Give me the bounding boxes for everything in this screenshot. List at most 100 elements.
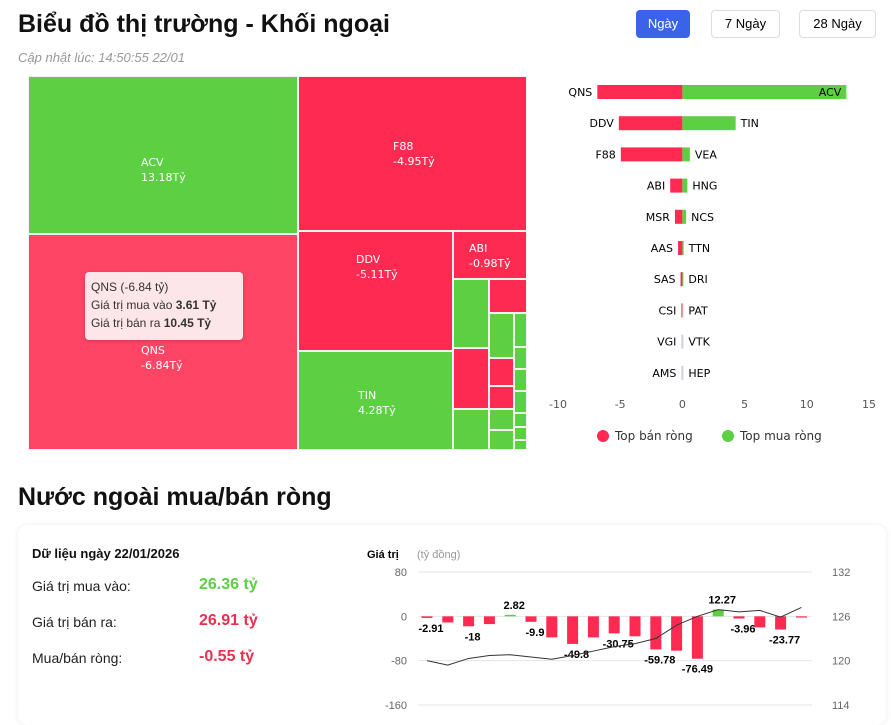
treemap-cell[interactable] xyxy=(514,413,527,427)
range-28day-button[interactable]: 28 Ngày xyxy=(799,10,876,38)
value-bar xyxy=(733,616,745,619)
treemap-tooltip: QNS (-6.84 tỷ) Giá trị mua vào 3.61 Tỷ G… xyxy=(85,272,243,340)
treemap-cell[interactable] xyxy=(453,348,489,409)
treemap-cell-f88[interactable]: F88 -4.95Tỷ xyxy=(298,76,527,231)
buy-label: ACV xyxy=(819,86,842,99)
sell-bar xyxy=(680,272,683,287)
treemap-cell[interactable] xyxy=(489,386,514,409)
value-bar xyxy=(671,616,683,651)
value-bar xyxy=(629,616,641,637)
buy-label: NCS xyxy=(691,211,714,224)
treemap-cell-acv[interactable]: ACV 13.18Tỷ xyxy=(28,76,298,234)
updated-time: Cập nhật lúc: 14:50:55 22/01 xyxy=(18,50,185,65)
bar-label: 2.82 xyxy=(503,600,524,612)
sell-label: SAS xyxy=(654,273,676,286)
range-day-button[interactable]: Ngày xyxy=(636,10,690,38)
price-line xyxy=(426,607,802,666)
buy-bar xyxy=(682,209,687,224)
treemap-cell-tin[interactable]: TIN 4.28Tỷ xyxy=(298,351,453,450)
value-bar xyxy=(795,616,807,618)
sell-value: 26.91 tỷ xyxy=(199,612,258,629)
cell-name: QNS xyxy=(141,344,165,357)
y-tick: -80 xyxy=(391,656,407,668)
treemap-cell[interactable] xyxy=(514,427,527,440)
treemap-cell[interactable] xyxy=(489,279,527,313)
buy-label: PAT xyxy=(688,304,708,317)
treemap-cell-qns[interactable]: QNS -6.84Tỷ xyxy=(28,234,298,450)
value-bar xyxy=(775,616,787,630)
sell-label: F88 xyxy=(595,148,615,161)
buy-label: TIN xyxy=(740,117,759,130)
value-bar xyxy=(504,614,516,617)
sell-label: AAS xyxy=(651,242,673,255)
tooltip-sell-label: Giá trị bán ra xyxy=(91,316,161,330)
x-tick: 10 xyxy=(800,398,814,411)
cell-name: F88 xyxy=(393,140,414,153)
x-tick: 5 xyxy=(741,398,748,411)
treemap-cell[interactable] xyxy=(489,313,514,358)
y2-tick: 126 xyxy=(832,611,850,623)
bar-label: -9.9 xyxy=(526,627,545,639)
treemap-cell[interactable] xyxy=(489,358,514,386)
value-bar xyxy=(650,616,662,650)
treemap-cell[interactable] xyxy=(514,347,527,369)
range-7day-button[interactable]: 7 Ngày xyxy=(711,10,780,38)
sell-label: DDV xyxy=(590,117,615,130)
buy-label: VTK xyxy=(688,336,710,349)
buy-label: Giá trị mua vào: xyxy=(32,578,131,594)
bar-label: -59.78 xyxy=(644,654,675,666)
sell-bar xyxy=(670,178,683,193)
buy-bar xyxy=(682,178,688,193)
treemap-cell[interactable] xyxy=(514,313,527,347)
bar-label: -2.91 xyxy=(418,623,443,635)
sell-bar xyxy=(674,209,683,224)
buy-bar xyxy=(682,85,847,99)
x-tick: -5 xyxy=(615,398,626,411)
sell-label: Giá trị bán ra: xyxy=(32,614,117,630)
bar-label: -3.96 xyxy=(730,624,755,636)
value-bar xyxy=(463,616,475,627)
summary-date: Dữ liệu ngày 22/01/2026 xyxy=(32,546,180,561)
buy-bar xyxy=(682,303,684,318)
treemap-cell[interactable] xyxy=(514,391,527,413)
buy-bar xyxy=(682,334,684,349)
bar-label: -76.49 xyxy=(682,664,713,676)
y-tick: 80 xyxy=(395,567,407,579)
treemap-cell-abi[interactable]: ABI -0.98Tỷ xyxy=(453,231,527,279)
buy-value: 26.36 tỷ xyxy=(199,576,258,593)
x-tick: 15 xyxy=(862,398,876,411)
sell-label: VGI xyxy=(657,336,676,349)
sell-bar xyxy=(681,334,683,349)
sell-label: CSI xyxy=(658,304,676,317)
legend-buy: Top mua ròng xyxy=(739,429,822,443)
treemap-cell[interactable] xyxy=(453,279,489,348)
value-bar xyxy=(483,616,495,625)
buy-bar xyxy=(682,147,690,162)
value-bar xyxy=(442,616,454,623)
sell-bar xyxy=(620,147,683,162)
cell-value: -6.84Tỷ xyxy=(141,359,183,372)
treemap-cell[interactable] xyxy=(514,369,527,391)
bar-label: 12.27 xyxy=(708,595,736,607)
y-axis-unit: (tỷ đồng) xyxy=(417,549,460,561)
buy-bar xyxy=(682,116,736,131)
y2-tick: 114 xyxy=(832,700,850,712)
y-axis-title: Giá trị xyxy=(367,549,399,561)
treemap-cell[interactable] xyxy=(489,430,514,450)
y2-tick: 132 xyxy=(832,567,850,579)
sell-bar xyxy=(681,365,683,380)
y-tick: -160 xyxy=(385,700,407,712)
treemap-cell-ddv[interactable]: DDV -5.11Tỷ xyxy=(298,231,453,351)
tooltip-sell-value: 10.45 Tỷ xyxy=(163,316,212,330)
y-tick: 0 xyxy=(401,611,407,623)
cell-value: 4.28Tỷ xyxy=(358,404,396,417)
treemap-cell[interactable] xyxy=(489,409,514,430)
bar-label: -23.77 xyxy=(769,635,800,647)
cell-value: -0.98Tỷ xyxy=(469,257,511,270)
legend-sell-dot xyxy=(597,430,609,442)
treemap-cell[interactable] xyxy=(453,409,489,450)
cell-value: 13.18Tỷ xyxy=(141,171,186,184)
treemap-cell[interactable] xyxy=(514,440,527,450)
buy-bar xyxy=(682,272,684,287)
